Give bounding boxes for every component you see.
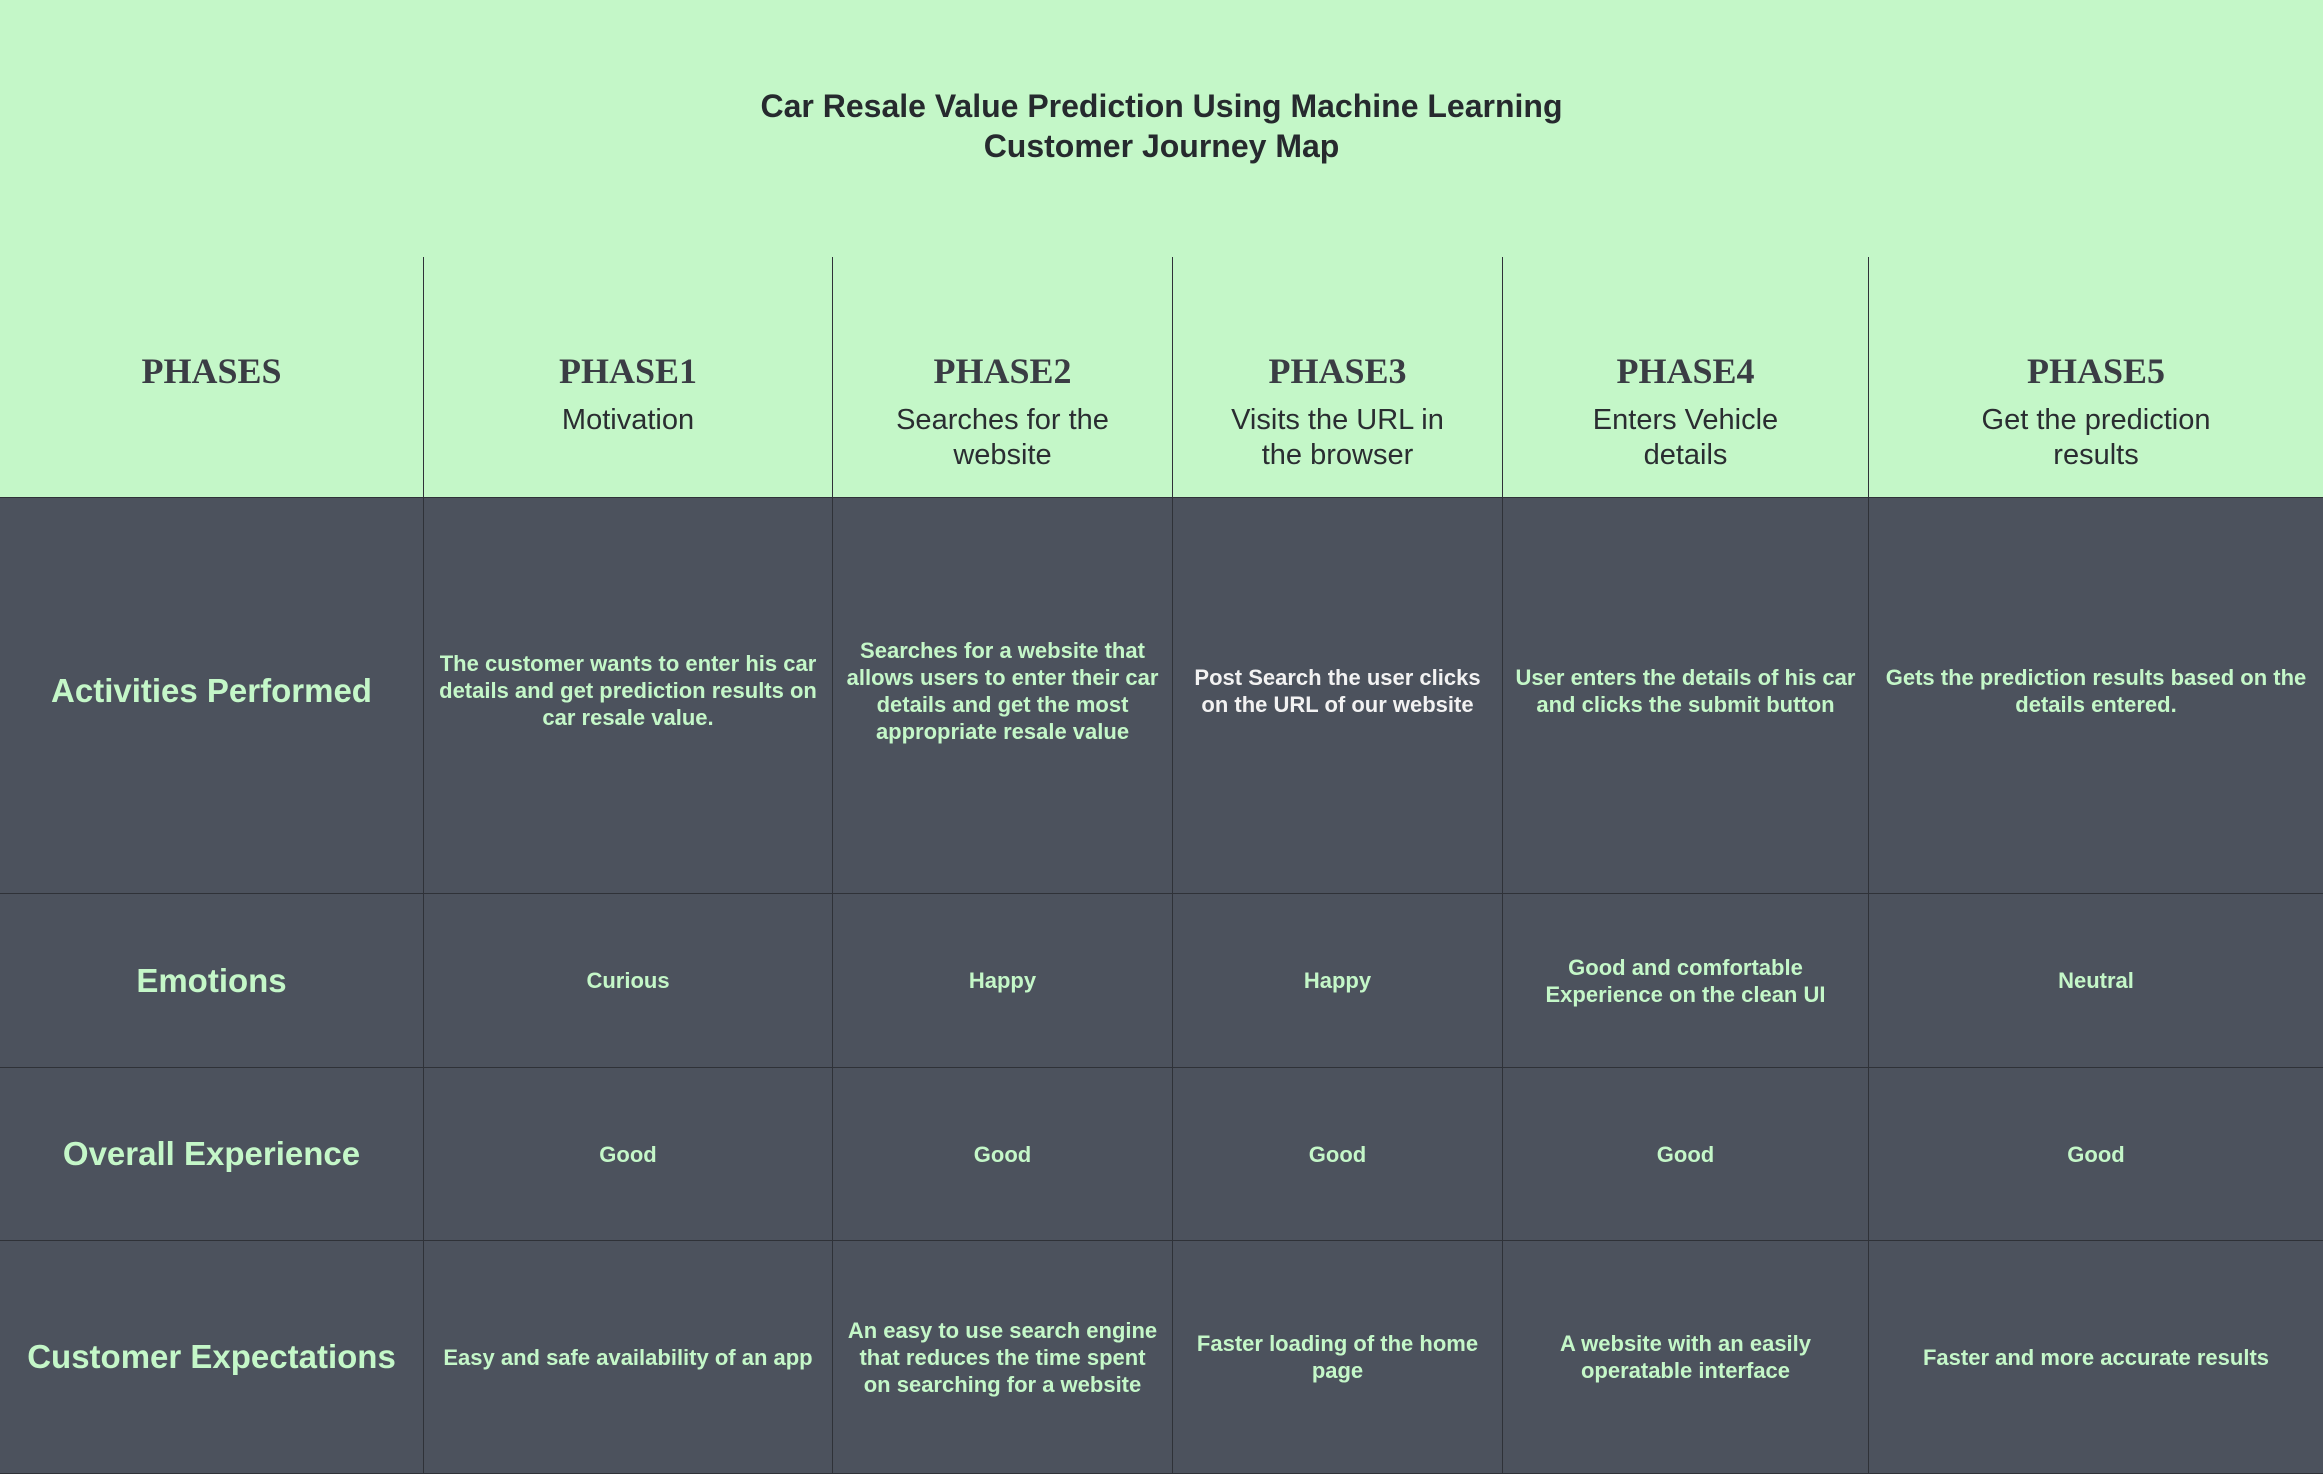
expectations-row-label: Customer Expectations [27,1338,396,1375]
title-line-1: Car Resale Value Prediction Using Machin… [760,88,1563,124]
phase-5-header: PHASE5 Get the prediction results [1869,257,2323,498]
experience-phase-1-text: Good [599,1141,657,1167]
experience-phase-5: Good [1869,1068,2323,1241]
activities-phase-4-text: User enters the details of his car and c… [1515,664,1856,717]
expectations-phase-1-text: Easy and safe availability of an app [443,1344,813,1370]
map-title: Car Resale Value Prediction Using Machin… [0,86,2323,166]
activities-row-label-cell: Activities Performed [0,498,424,894]
emotions-row-label-cell: Emotions [0,894,424,1068]
activities-phase-1-text: The customer wants to enter his car deta… [439,651,817,730]
experience-phase-2: Good [833,1068,1173,1241]
activities-phase-5: Gets the prediction results based on the… [1869,498,2323,894]
activities-phase-2-text: Searches for a website that allows users… [846,637,1159,744]
emotions-phase-5: Neutral [1869,894,2323,1068]
phase-1-header: PHASE1 Motivation [424,257,833,498]
expectations-phase-1: Easy and safe availability of an app [424,1241,833,1474]
emotions-row-label: Emotions [136,961,287,999]
emotions-phase-5-text: Neutral [2058,968,2134,993]
phase-4-description: Enters Vehicle details [1592,404,1779,471]
activities-phase-4: User enters the details of his car and c… [1503,498,1869,894]
activities-phase-5-text: Gets the prediction results based on the… [1885,664,2307,717]
phases-header-label: PHASES [141,351,282,391]
emotions-phase-4-text: Good and comfortable Experience on the c… [1545,954,1826,1007]
experience-phase-4-text: Good [1656,1141,1715,1167]
experience-phase-5-text: Good [2067,1141,2125,1167]
emotions-phase-2-text: Happy [968,968,1037,993]
phase-2-description: Searches for the website [896,404,1109,471]
title-line-2: Customer Journey Map [983,128,1340,164]
experience-phase-3-text: Good [1308,1141,1367,1167]
phase-5-description: Get the prediction results [1981,404,2211,471]
experience-phase-1: Good [424,1068,833,1241]
title-band: Car Resale Value Prediction Using Machin… [0,0,2323,258]
expectations-phase-3-text: Faster loading of the home page [1196,1331,1479,1383]
phase-3-description: Visits the URL in the browser [1231,404,1444,471]
journey-grid: PHASES PHASE1 Motivation PHASE2 Searches… [0,257,2323,1474]
phase-4-title: PHASE4 [1616,351,1755,391]
emotions-phase-4: Good and comfortable Experience on the c… [1503,894,1869,1068]
expectations-phase-4: A website with an easily operatable inte… [1503,1241,1869,1474]
expectations-phase-2: An easy to use search engine that reduce… [833,1241,1173,1474]
phase-1-description: Motivation [561,404,695,436]
phase-1-title: PHASE1 [558,351,698,391]
emotions-phase-3: Happy [1173,894,1503,1068]
expectations-phase-5-text: Faster and more accurate results [1922,1344,2270,1370]
activities-phase-3-text: Post Search the user clicks on the URL o… [1194,664,1481,717]
phase-2-header: PHASE2 Searches for the website [833,257,1173,498]
experience-row-label-cell: Overall Experience [0,1068,424,1241]
expectations-phase-2-text: An easy to use search engine that reduce… [847,1317,1158,1397]
phase-3-title: PHASE3 [1268,351,1407,391]
expectations-row-label-cell: Customer Expectations [0,1241,424,1474]
phase-5-title: PHASE5 [2026,351,2166,391]
phase-3-header: PHASE3 Visits the URL in the browser [1173,257,1503,498]
expectations-phase-4-text: A website with an easily operatable inte… [1559,1331,1812,1383]
emotions-phase-3-text: Happy [1303,968,1372,993]
activities-row-label: Activities Performed [51,671,372,709]
activities-phase-3: Post Search the user clicks on the URL o… [1173,498,1503,894]
phases-header-cell: PHASES [0,257,424,498]
experience-row-label: Overall Experience [62,1135,361,1172]
emotions-phase-2: Happy [833,894,1173,1068]
activities-phase-2: Searches for a website that allows users… [833,498,1173,894]
emotions-phase-1: Curious [424,894,833,1068]
phase-4-header: PHASE4 Enters Vehicle details [1503,257,1869,498]
expectations-phase-3: Faster loading of the home page [1173,1241,1503,1474]
experience-phase-3: Good [1173,1068,1503,1241]
phase-2-title: PHASE2 [933,351,1072,391]
experience-phase-4: Good [1503,1068,1869,1241]
experience-phase-2-text: Good [973,1141,1032,1167]
activities-phase-1: The customer wants to enter his car deta… [424,498,833,894]
emotions-phase-1-text: Curious [586,968,670,993]
expectations-phase-5: Faster and more accurate results [1869,1241,2323,1474]
